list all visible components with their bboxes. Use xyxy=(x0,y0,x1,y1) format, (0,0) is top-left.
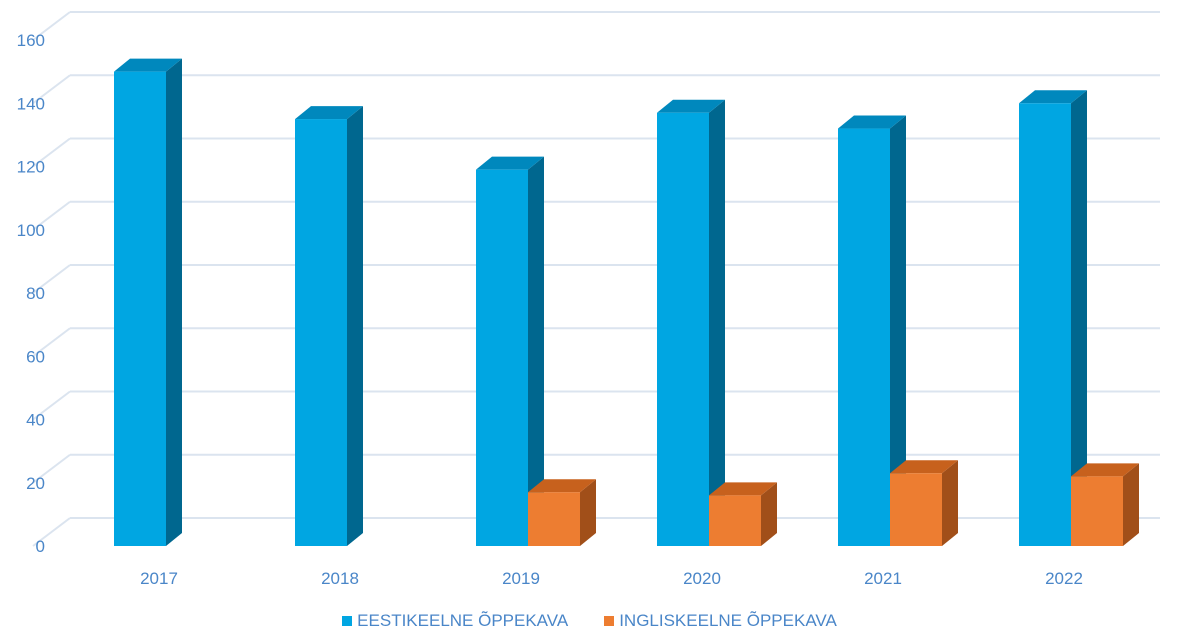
y-tick-label: 100 xyxy=(17,221,45,240)
y-tick-label: 80 xyxy=(26,284,45,303)
bar-top xyxy=(709,482,777,496)
bar-top xyxy=(114,58,182,72)
bar-front xyxy=(709,495,761,546)
grid-diagonal xyxy=(32,200,71,231)
grid-diagonal xyxy=(32,264,71,294)
x-axis-ticks: 2017 2018 2019 2020 2021 2022 xyxy=(140,569,1083,588)
bar-top xyxy=(476,156,544,170)
y-tick-label: 20 xyxy=(26,474,45,493)
legend: EESTIKEELNE ÕPPEKAVA INGLISKEELNE ÕPPEKA… xyxy=(0,608,1179,634)
bar-ingliskeelne-2021 xyxy=(890,460,958,546)
bar-top xyxy=(295,106,363,120)
y-axis-ticks: 0 20 40 60 80 100 120 140 160 xyxy=(17,31,45,556)
x-tick-label: 2017 xyxy=(140,569,178,588)
bar-top xyxy=(528,479,596,493)
bar-front xyxy=(528,492,580,546)
x-tick-label: 2022 xyxy=(1045,569,1083,588)
grid-diagonal xyxy=(32,453,71,484)
bar-side xyxy=(761,482,777,546)
bar-ingliskeelne-2022 xyxy=(1071,463,1139,546)
bar-eestikeelne-2017 xyxy=(114,58,182,546)
bar-top xyxy=(1019,90,1087,104)
bar-front xyxy=(295,119,347,546)
bar-side xyxy=(1123,463,1139,546)
bar-side xyxy=(890,115,906,547)
grid-diagonal xyxy=(32,390,71,421)
y-tick-label: 140 xyxy=(17,94,45,113)
bar-front xyxy=(1019,103,1071,546)
legend-swatch-eestikeelne xyxy=(342,616,353,626)
x-tick-label: 2021 xyxy=(864,569,902,588)
bar-side xyxy=(1071,90,1087,546)
y-tick-label: 120 xyxy=(17,158,45,177)
x-tick-label: 2020 xyxy=(683,569,721,588)
bars xyxy=(114,58,1139,547)
bar-front xyxy=(890,473,942,546)
bar-side xyxy=(166,58,182,546)
x-tick-label: 2019 xyxy=(502,569,540,588)
bar-ingliskeelne-2020 xyxy=(709,482,777,546)
bar-eestikeelne-2022 xyxy=(1019,90,1087,546)
y-tick-label: 40 xyxy=(26,411,45,430)
grid-diagonal xyxy=(32,74,71,105)
bar-eestikeelne-2018 xyxy=(295,106,363,546)
legend-label-ingliskeelne: INGLISKEELNE ÕPPEKAVA xyxy=(619,611,837,630)
grid-diagonal xyxy=(32,137,71,168)
bar-top xyxy=(890,460,958,474)
bar-top xyxy=(1071,463,1139,477)
bar-eestikeelne-2021 xyxy=(838,115,906,547)
bar-side xyxy=(347,106,363,546)
bar-top xyxy=(838,115,906,129)
y-tick-label: 60 xyxy=(26,347,45,366)
bar-side xyxy=(580,479,596,546)
bar-side xyxy=(709,99,725,547)
legend-label-eestikeelne: EESTIKEELNE ÕPPEKAVA xyxy=(357,611,569,630)
bar-eestikeelne-2019 xyxy=(476,156,544,546)
legend-item-ingliskeelne: INGLISKEELNE ÕPPEKAVA xyxy=(604,611,837,631)
legend-swatch-ingliskeelne xyxy=(604,616,615,626)
x-tick-label: 2018 xyxy=(321,569,359,588)
y-tick-label: 160 xyxy=(17,31,45,50)
bar-ingliskeelne-2019 xyxy=(528,479,596,546)
bar-front xyxy=(657,112,709,547)
bar-eestikeelne-2020 xyxy=(657,99,725,547)
bar-front xyxy=(114,71,166,546)
bar-side xyxy=(528,156,544,546)
grid-diagonal xyxy=(32,327,71,358)
bar-top xyxy=(657,99,725,113)
bar-front xyxy=(1071,476,1123,546)
grid-diagonal xyxy=(32,517,71,547)
legend-item-eestikeelne: EESTIKEELNE ÕPPEKAVA xyxy=(342,611,568,631)
bar-side xyxy=(942,460,958,546)
bar-front xyxy=(476,169,528,546)
y-tick-label: 0 xyxy=(36,537,45,556)
bar-front xyxy=(838,128,890,547)
grid-diagonal xyxy=(32,11,71,41)
gridlines xyxy=(32,11,1160,547)
